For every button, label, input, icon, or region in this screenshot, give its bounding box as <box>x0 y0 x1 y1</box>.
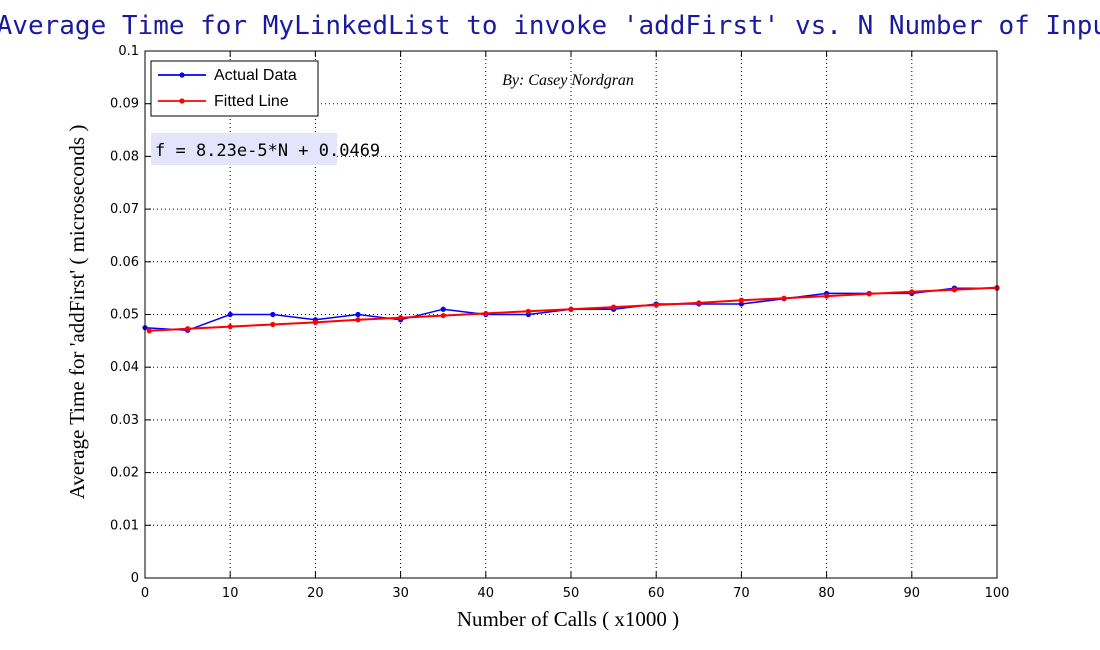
equation-box <box>151 133 337 165</box>
data-point <box>696 300 702 306</box>
legend: Actual Data Fitted Line <box>150 60 319 117</box>
data-point <box>227 311 233 318</box>
data-point <box>355 317 361 323</box>
data-point <box>781 295 787 301</box>
data-point <box>398 315 404 321</box>
data-point <box>951 287 958 293</box>
legend-box <box>150 60 319 117</box>
x-tick-label: 40 <box>478 586 495 601</box>
data-point <box>355 311 361 318</box>
data-point <box>866 291 872 297</box>
data-point <box>270 311 276 318</box>
data-point <box>483 310 489 317</box>
legend-label: Fitted Line <box>214 93 289 110</box>
axis-ticks: 0 10 20 30 40 50 60 70 80 90 100 0 0.01 0.02 0.03 0.04 0… <box>110 44 1009 601</box>
x-tick-label: 100 <box>985 586 1010 601</box>
data-point <box>146 328 152 334</box>
data-point <box>270 321 276 328</box>
legend-label: Actual Data <box>214 67 297 84</box>
x-tick-label: 50 <box>563 586 580 601</box>
y-tick-label: 0.06 <box>110 255 139 270</box>
x-tick-label: 0 <box>141 586 149 601</box>
y-tick-label: 0.09 <box>110 97 139 112</box>
data-point <box>568 306 574 312</box>
y-tick-label: 0.04 <box>110 360 139 375</box>
x-tick-label: 80 <box>818 586 835 601</box>
x-tick-label: 10 <box>222 586 239 601</box>
data-point <box>738 301 745 307</box>
data-point <box>653 302 659 308</box>
chart-title: Average Time for MyLinkedList to invoke … <box>0 11 1100 41</box>
x-tick-label: 20 <box>307 586 324 601</box>
x-axis-label: Number of Calls ( x1000 ) <box>457 607 679 631</box>
x-tick-label: 90 <box>904 586 921 601</box>
plot-frame <box>144 50 998 579</box>
data-point <box>611 304 617 310</box>
x-tick-label: 30 <box>392 586 409 601</box>
y-tick-label: 0.05 <box>110 308 139 323</box>
data-point <box>440 312 446 319</box>
series-fitted-line <box>146 285 1000 334</box>
y-tick-label: 0.01 <box>110 518 139 533</box>
data-point <box>909 289 915 295</box>
y-tick-label: 0.02 <box>110 466 139 481</box>
y-tick-label: 0.07 <box>110 202 139 217</box>
legend-swatch-marker <box>179 72 185 78</box>
y-tick-label: 0 <box>131 571 139 586</box>
data-point <box>227 324 233 330</box>
y-axis-label: Average Time for 'addFirst' ( microsecon… <box>65 125 89 500</box>
legend-swatch-marker <box>179 98 185 104</box>
data-point <box>185 326 191 332</box>
y-tick-label: 0.08 <box>110 149 139 164</box>
data-point <box>440 306 446 312</box>
y-tick-label: 0.1 <box>118 44 139 59</box>
data-point <box>824 293 830 299</box>
equation-annotation: f = 8.23e-5*N + 0.0469 <box>155 141 380 161</box>
x-tick-label: 60 <box>648 586 665 601</box>
data-point <box>312 319 318 326</box>
data-point <box>738 297 745 303</box>
author-annotation: By: Casey Nordgran <box>502 72 634 89</box>
data-point <box>525 308 532 314</box>
y-tick-label: 0.03 <box>110 413 139 428</box>
x-tick-label: 70 <box>733 586 750 601</box>
series <box>142 285 1000 334</box>
